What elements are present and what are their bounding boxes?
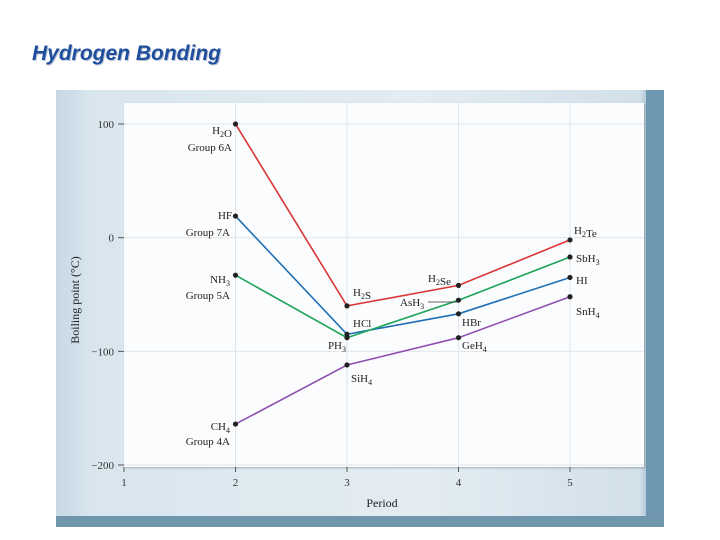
data-point (344, 362, 350, 368)
x-tick-label: 3 (344, 477, 350, 489)
data-point (232, 421, 239, 427)
point-label: HCl (353, 318, 371, 330)
data-point (567, 294, 573, 300)
group-label: Group 4A (186, 436, 230, 448)
data-point (455, 297, 462, 303)
series-line (235, 256, 571, 339)
y-tick-label: −100 (91, 346, 114, 358)
x-tick-label: 5 (567, 477, 573, 489)
axis-ticks: 100 0 −100 −200 1 2 3 4 5 (91, 119, 573, 489)
series-line (234, 215, 571, 336)
series-line (235, 296, 571, 425)
y-axis-title: Boiling point (°C) (68, 256, 82, 343)
point-label: PH3 (328, 340, 346, 354)
point-label: H2S (353, 287, 371, 302)
group-label: Group 6A (188, 142, 232, 154)
point-labels: H2O H2S H2Se H2Te Group 6A HF HCl HBr HI Group 7A… (186, 125, 600, 448)
panel-bottom-border (56, 516, 664, 527)
point-label: AsH3 (400, 297, 424, 311)
y-tick-label: 100 (98, 119, 115, 131)
y-tick-label: −200 (91, 460, 114, 472)
panel-right-border (646, 90, 664, 527)
data-point (567, 237, 573, 243)
point-label: CH4 (211, 421, 230, 435)
point-label: H2Se (428, 273, 451, 288)
point-label: NH3 (210, 274, 230, 288)
group-label: Group 5A (186, 290, 230, 302)
point-label: GeH4 (462, 340, 487, 354)
x-tick-label: 2 (233, 477, 239, 489)
slide-title: Hydrogen Bonding (32, 42, 221, 65)
series-line (234, 123, 571, 307)
x-tick-label: 4 (456, 477, 462, 489)
point-label: HF (218, 210, 232, 222)
data-point (567, 274, 573, 281)
point-label: HBr (462, 317, 481, 329)
point-label: SnH4 (576, 306, 600, 320)
series-lines (234, 123, 571, 425)
plot-area (124, 103, 644, 467)
x-tick-label: 1 (121, 477, 127, 489)
data-point (344, 335, 350, 341)
data-point (232, 121, 239, 127)
point-label: H2Te (574, 225, 597, 240)
grid (118, 103, 644, 467)
data-point (344, 303, 350, 309)
data-point (567, 254, 573, 260)
point-label: SiH4 (351, 373, 372, 387)
y-tick-label: 0 (109, 233, 115, 245)
data-points (232, 121, 573, 427)
point-label: HI (576, 275, 588, 287)
data-point (232, 272, 239, 278)
point-label: SbH3 (576, 253, 600, 267)
x-axis-title: Period (366, 496, 397, 510)
data-point (232, 213, 239, 219)
point-label: H2O (212, 125, 232, 140)
data-point (455, 335, 462, 341)
data-point (455, 282, 462, 289)
group-label: Group 7A (186, 227, 230, 239)
data-point (455, 311, 462, 317)
